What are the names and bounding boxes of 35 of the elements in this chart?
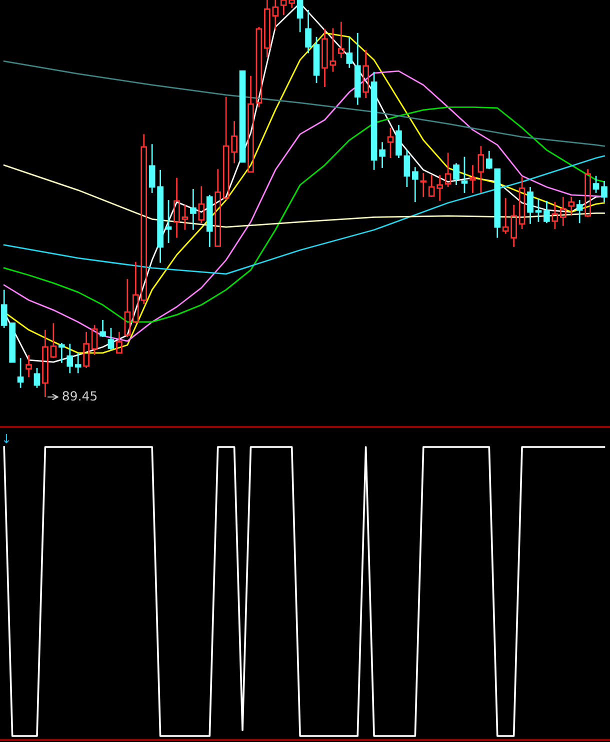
- candlestick: [338, 21, 344, 59]
- candlestick: [354, 32, 361, 106]
- candlestick: [370, 71, 378, 171]
- candlestick: [26, 354, 32, 378]
- candlestick: [346, 36, 353, 69]
- candlestick: [601, 180, 608, 203]
- candlestick: [305, 9, 312, 54]
- candlestick: [322, 28, 328, 88]
- candlestick: [420, 172, 427, 198]
- candlestick: [362, 49, 369, 99]
- candlestick: [535, 198, 542, 223]
- candlestick: [66, 343, 74, 374]
- text: ↓: [4, 434, 10, 444]
- candlestick: [412, 166, 418, 203]
- candlestick: [182, 204, 188, 231]
- candlestick: [527, 186, 534, 225]
- candlestick: [461, 156, 468, 194]
- candlestick: [190, 188, 196, 231]
- candlestick: [478, 145, 484, 194]
- candlestick: [148, 143, 156, 194]
- candlestick: [174, 177, 180, 238]
- candlestick: [560, 196, 566, 227]
- candlestick: [157, 169, 164, 264]
- candlestick: [42, 329, 48, 398]
- candlestick: [568, 196, 575, 216]
- candlestick: [379, 141, 386, 169]
- annotation: 89.45: [62, 391, 97, 401]
- candlestick: [231, 120, 238, 164]
- candlestick: [552, 201, 558, 230]
- candlestick: [470, 164, 476, 194]
- candlestick: [387, 127, 394, 159]
- candlestick: [576, 199, 583, 224]
- candlestick: [165, 199, 172, 244]
- candlestick: [74, 352, 82, 374]
- candlestick: [404, 149, 410, 188]
